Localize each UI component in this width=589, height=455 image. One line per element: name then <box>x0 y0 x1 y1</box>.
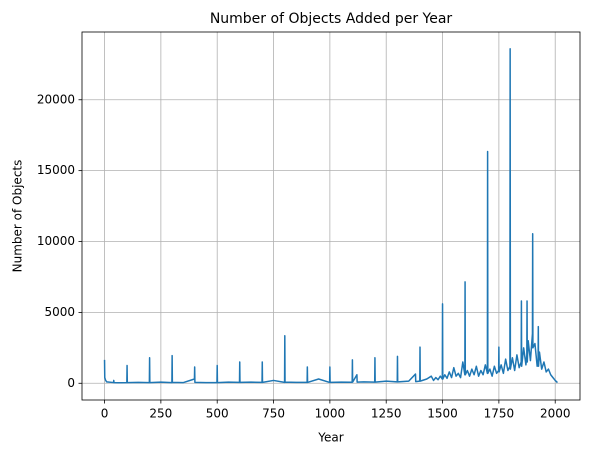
x-axis-label: Year <box>317 431 343 445</box>
x-tick-label: 1250 <box>371 407 402 421</box>
x-tick-label: 1500 <box>427 407 458 421</box>
x-tick-label: 250 <box>149 407 172 421</box>
chart-title: Number of Objects Added per Year <box>210 11 453 27</box>
y-tick-label: 5000 <box>44 305 75 319</box>
y-tick-label: 0 <box>67 376 75 390</box>
x-tick-label: 0 <box>101 407 109 421</box>
y-axis-label: Number of Objects <box>11 160 25 273</box>
x-tick-label: 1000 <box>315 407 346 421</box>
axes-frame <box>81 31 581 401</box>
y-tick-label: 20000 <box>37 92 75 106</box>
x-tick-label: 500 <box>206 407 229 421</box>
y-tick-label: 10000 <box>37 234 75 248</box>
x-tick-label: 1750 <box>484 407 515 421</box>
line-series <box>103 47 558 384</box>
x-tick-label: 2000 <box>540 407 571 421</box>
x-tick-label: 750 <box>262 407 285 421</box>
y-tick-label: 15000 <box>37 163 75 177</box>
